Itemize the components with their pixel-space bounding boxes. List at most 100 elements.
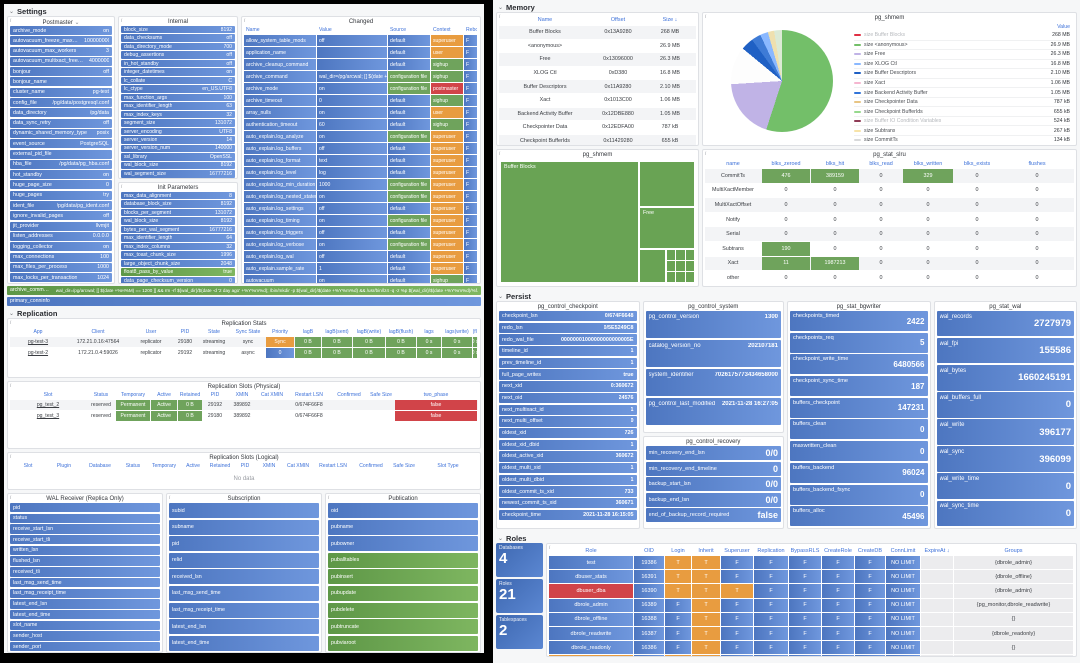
treemap-cell[interactable]	[676, 271, 685, 282]
column-header[interactable]: Login	[671, 547, 685, 554]
column-header[interactable]: Cat XMIN	[286, 463, 310, 469]
legend-item[interactable]: size Free 26.3 MB	[854, 50, 1070, 60]
column-header[interactable]: XMIN	[262, 463, 276, 469]
legend-item[interactable]: size Subtrans 267 kB	[854, 126, 1070, 137]
treemap-cell[interactable]	[666, 271, 676, 282]
legend-item[interactable]: size XLOG Ctl 16.8 MB	[854, 60, 1070, 70]
legend-item[interactable]: size Checkpointer Data 787 kB	[854, 98, 1070, 108]
section-header-replication[interactable]: ⌄ Replication	[7, 308, 481, 318]
column-header[interactable]: ExpireAt ↓	[924, 547, 950, 554]
column-header[interactable]: Plugin	[56, 463, 72, 469]
panel-title[interactable]: Subscription	[227, 496, 261, 502]
table-cell[interactable]: pg-test-2	[27, 350, 49, 356]
column-header[interactable]: Confirmed	[337, 392, 361, 398]
legend-item[interactable]: size Backend Activity Buffer 1.05 MB	[854, 88, 1070, 98]
column-header[interactable]: BypassRLS	[790, 547, 820, 554]
treemap-cell[interactable]	[685, 271, 694, 282]
column-header[interactable]: Retained	[179, 392, 201, 398]
panel-info-icon[interactable]: i	[10, 18, 12, 24]
panel-title[interactable]: pg_control_checkpoint	[537, 304, 598, 310]
column-header[interactable]: blks_read	[869, 160, 893, 167]
column-header[interactable]: lagB	[302, 329, 314, 335]
column-header[interactable]: PID	[210, 392, 220, 398]
panel-title[interactable]: Changed	[348, 19, 374, 25]
column-header[interactable]: two_phase	[423, 392, 449, 398]
legend-item[interactable]: size Checkpoint BufferIds 655 kB	[854, 107, 1070, 117]
column-header[interactable]: Reboot?	[466, 27, 477, 33]
column-header[interactable]: App	[33, 329, 43, 335]
column-header[interactable]: Superuser	[724, 547, 750, 554]
column-header[interactable]: Priority	[272, 329, 288, 335]
legend-value-header[interactable]: Value	[1057, 24, 1070, 30]
column-header[interactable]: lagB(sent)	[325, 329, 349, 335]
column-header[interactable]: CreateRole	[824, 547, 852, 554]
panel-info-icon[interactable]: i	[244, 18, 246, 24]
column-header[interactable]: XMIN	[235, 392, 249, 398]
column-header[interactable]: flushes	[1028, 160, 1046, 167]
column-header[interactable]: PID	[240, 463, 250, 469]
column-header[interactable]: User	[145, 329, 157, 335]
panel-title[interactable]: pg_stat_bgwriter	[836, 304, 881, 310]
legend-item[interactable]: size Buffer Descriptors 2.10 MB	[854, 69, 1070, 79]
table-cell[interactable]: pg-test-3	[27, 339, 49, 345]
panel-title[interactable]: Internal	[167, 19, 188, 25]
column-header[interactable]: Name	[246, 27, 260, 33]
column-header[interactable]: Client	[91, 329, 105, 335]
legend-item[interactable]: size Xact 1.06 MB	[854, 79, 1070, 89]
legend-item[interactable]: size Buffer IO Condition Variables 524 kB	[854, 117, 1070, 127]
column-header[interactable]: CreateDB	[857, 547, 883, 554]
column-header[interactable]: Active	[157, 392, 171, 398]
treemap-cell-free[interactable]: Free	[639, 208, 694, 248]
panel-title[interactable]: pg_shmem	[874, 15, 905, 21]
treemap-cell[interactable]	[676, 249, 685, 260]
panel-info-icon[interactable]: i	[10, 320, 12, 326]
panel-title[interactable]: pg_stat_slru	[873, 152, 906, 158]
panel-info-icon[interactable]: i	[499, 151, 501, 157]
column-header[interactable]: blks_hit	[825, 160, 845, 167]
panel-info-icon[interactable]: i	[549, 545, 551, 551]
column-header[interactable]: Cat XMIN	[260, 392, 284, 398]
column-header[interactable]: PID	[180, 329, 190, 335]
column-header[interactable]: Groups	[1004, 547, 1023, 554]
column-header[interactable]: Slot Type	[437, 463, 459, 469]
panel-info-icon[interactable]: i	[121, 18, 123, 24]
panel-title[interactable]: Replication Slots (Physical)	[207, 384, 281, 390]
panel-title[interactable]: pg_control_recovery	[686, 439, 741, 445]
column-header[interactable]: lagB(flush)	[388, 329, 414, 335]
legend-item[interactable]: size <anonymous> 26.9 MB	[854, 41, 1070, 51]
table-cell[interactable]: pg_test_3	[36, 413, 60, 419]
legend-item[interactable]: size CommitTs 134 kB	[854, 136, 1070, 145]
column-header[interactable]: Context	[433, 27, 451, 33]
column-header[interactable]: Slot	[43, 392, 53, 398]
column-header[interactable]: lags	[424, 329, 434, 335]
section-header-memory[interactable]: ⌄ Memory	[496, 2, 1077, 12]
column-header[interactable]: Role	[585, 547, 597, 554]
panel-info-icon[interactable]: i	[10, 383, 12, 389]
column-header[interactable]: Temporary	[151, 463, 177, 469]
column-header[interactable]: blks_written	[913, 160, 943, 167]
panel-info-icon[interactable]: i	[705, 151, 707, 157]
treemap-cell[interactable]	[639, 249, 666, 282]
column-header[interactable]: blks_zeroed	[771, 160, 801, 167]
column-header[interactable]: Restart LSN	[319, 463, 347, 469]
column-header[interactable]: Offset	[610, 17, 626, 23]
column-header[interactable]: Active	[186, 463, 200, 469]
column-header[interactable]: blks_exists	[963, 160, 991, 167]
column-header[interactable]: lags(flush)	[473, 329, 477, 335]
treemap-cell[interactable]	[685, 260, 694, 271]
column-header[interactable]: Database	[89, 463, 111, 469]
treemap-cell[interactable]	[666, 260, 676, 271]
column-header[interactable]: Size ↓	[662, 17, 678, 23]
column-header[interactable]: name	[726, 160, 740, 167]
treemap-cell-buffer-blocks[interactable]: Buffer Blocks	[501, 162, 639, 282]
column-header[interactable]: OID	[644, 547, 654, 554]
treemap-cell[interactable]	[685, 249, 694, 260]
treemap-cell[interactable]	[639, 162, 694, 207]
column-header[interactable]: lags(write)	[445, 329, 469, 335]
legend-item[interactable]: size Buffer Blocks 268 MB	[854, 31, 1070, 41]
panel-title[interactable]: WAL Receiver (Replica Only)	[46, 496, 124, 502]
column-header[interactable]: Inherit	[698, 547, 714, 554]
section-header-settings[interactable]: ⌄ Settings	[7, 6, 481, 16]
section-header-persist[interactable]: ⌄ Persist	[496, 291, 1077, 301]
treemap-cell[interactable]	[666, 249, 676, 260]
